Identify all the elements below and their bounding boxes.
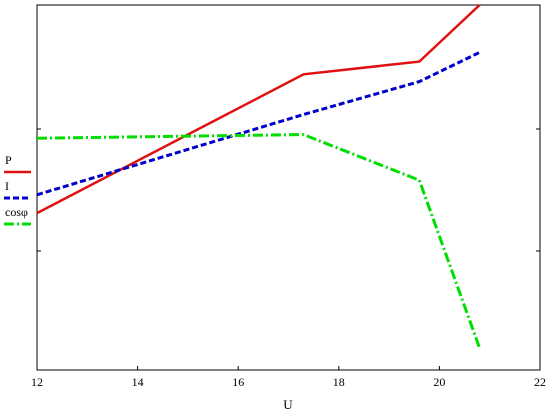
x-axis: 12 14 16 18 20 22	[31, 366, 546, 389]
y-axis-ticks	[37, 128, 540, 252]
x-tick-label-16: 16	[232, 375, 244, 389]
x-axis-title: U	[283, 397, 293, 412]
x-tick-label-14: 14	[132, 375, 144, 389]
x-tick-label-22: 22	[534, 375, 546, 389]
legend-label-0: P	[5, 153, 12, 167]
series-line-0	[36, 4, 481, 215]
series-layer	[36, 4, 482, 349]
x-tick-label-12: 12	[31, 375, 43, 389]
legend-label-1: I	[5, 179, 9, 193]
series-line-2	[36, 133, 482, 349]
x-tick-label-20: 20	[433, 375, 445, 389]
series-line-1	[36, 51, 481, 197]
plot-area-frame	[36, 4, 541, 371]
x-tick-label-18: 18	[333, 375, 345, 389]
legend-label-2: cosφ	[5, 205, 28, 219]
